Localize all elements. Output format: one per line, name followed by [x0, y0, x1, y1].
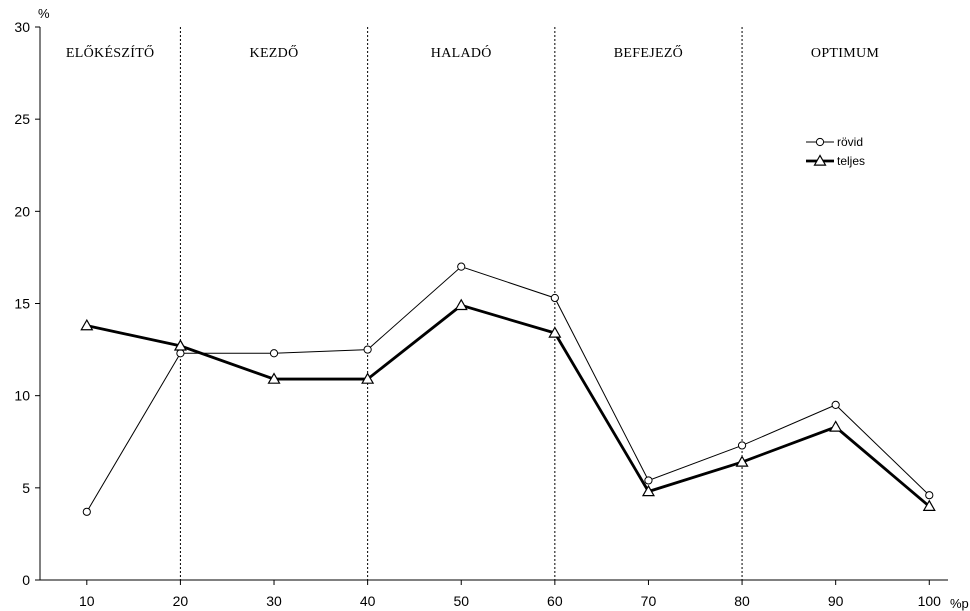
series-line	[86, 303, 931, 508]
data-point-circle	[644, 476, 653, 485]
legend: rövid teljes	[806, 135, 865, 168]
data-point-circle	[925, 491, 934, 500]
series-line	[86, 266, 930, 513]
legend-label: rövid	[837, 135, 863, 149]
band-label: OPTIMUM	[811, 46, 879, 61]
data-point-triangle	[361, 372, 375, 384]
series	[80, 262, 936, 516]
data-point-circle	[550, 293, 559, 303]
band-dividers	[179, 27, 743, 580]
series-0	[82, 262, 934, 516]
x-tick-label: 30	[266, 593, 282, 609]
y-tick-label: 5	[22, 480, 30, 496]
x-tick-label: 20	[173, 593, 189, 609]
legend-marker-circle	[815, 137, 825, 147]
y-tick-label: 0	[22, 572, 30, 588]
band-label: KEZDŐ	[250, 44, 299, 61]
data-point-circle	[457, 262, 466, 271]
x-tick-label: 90	[828, 593, 844, 609]
series-1	[80, 298, 936, 511]
data-point-circle	[831, 400, 840, 409]
band-label: BEFEJEZŐ	[614, 44, 683, 61]
data-point-circle	[82, 507, 91, 516]
legend-marker-triangle	[813, 154, 827, 166]
y-tick-label: 30	[14, 19, 30, 35]
data-point-triangle	[267, 372, 281, 384]
y-tick-label: 25	[14, 111, 30, 127]
legend-entry: rövid	[806, 135, 863, 149]
x-tick-label: 50	[453, 593, 469, 609]
x-tick-label: 100	[918, 593, 942, 609]
y-ticks: 0 5 10 15 20 25 30	[14, 19, 40, 588]
y-axis-unit: %	[38, 6, 50, 21]
data-point-circle	[363, 345, 372, 354]
band-label: HALADÓ	[431, 44, 492, 61]
data-point-triangle	[641, 484, 655, 497]
data-point-circle	[737, 441, 747, 450]
x-tick-label: 70	[641, 593, 657, 609]
band-labels: ELŐKÉSZÍTŐ KEZDŐ HALADÓ BEFEJEZŐ OPTIMUM	[66, 44, 879, 61]
x-tick-label: 40	[360, 593, 376, 609]
data-point-triangle	[829, 420, 843, 432]
y-tick-label: 20	[14, 203, 30, 219]
data-point-triangle	[922, 499, 936, 511]
legend-entry: teljes	[806, 154, 865, 168]
data-point-circle	[176, 349, 185, 358]
x-tick-label: 10	[79, 593, 95, 609]
data-point-triangle	[173, 339, 187, 351]
data-point-triangle	[735, 455, 749, 467]
data-point-triangle	[454, 298, 468, 311]
x-tick-label: 80	[734, 593, 750, 609]
x-axis-unit: %p	[950, 596, 969, 611]
x-tick-label: 60	[547, 593, 563, 609]
band-label: ELŐKÉSZÍTŐ	[66, 44, 155, 61]
y-tick-label: 10	[14, 388, 30, 404]
data-point-circle	[269, 349, 279, 358]
legend-label: teljes	[837, 154, 865, 168]
data-point-triangle	[80, 318, 94, 331]
y-tick-label: 15	[14, 296, 30, 312]
axes: % %p	[38, 6, 969, 611]
data-point-triangle	[548, 326, 562, 338]
x-ticks: 10 20 30 40 50 60 70 80 90 100	[79, 580, 941, 609]
